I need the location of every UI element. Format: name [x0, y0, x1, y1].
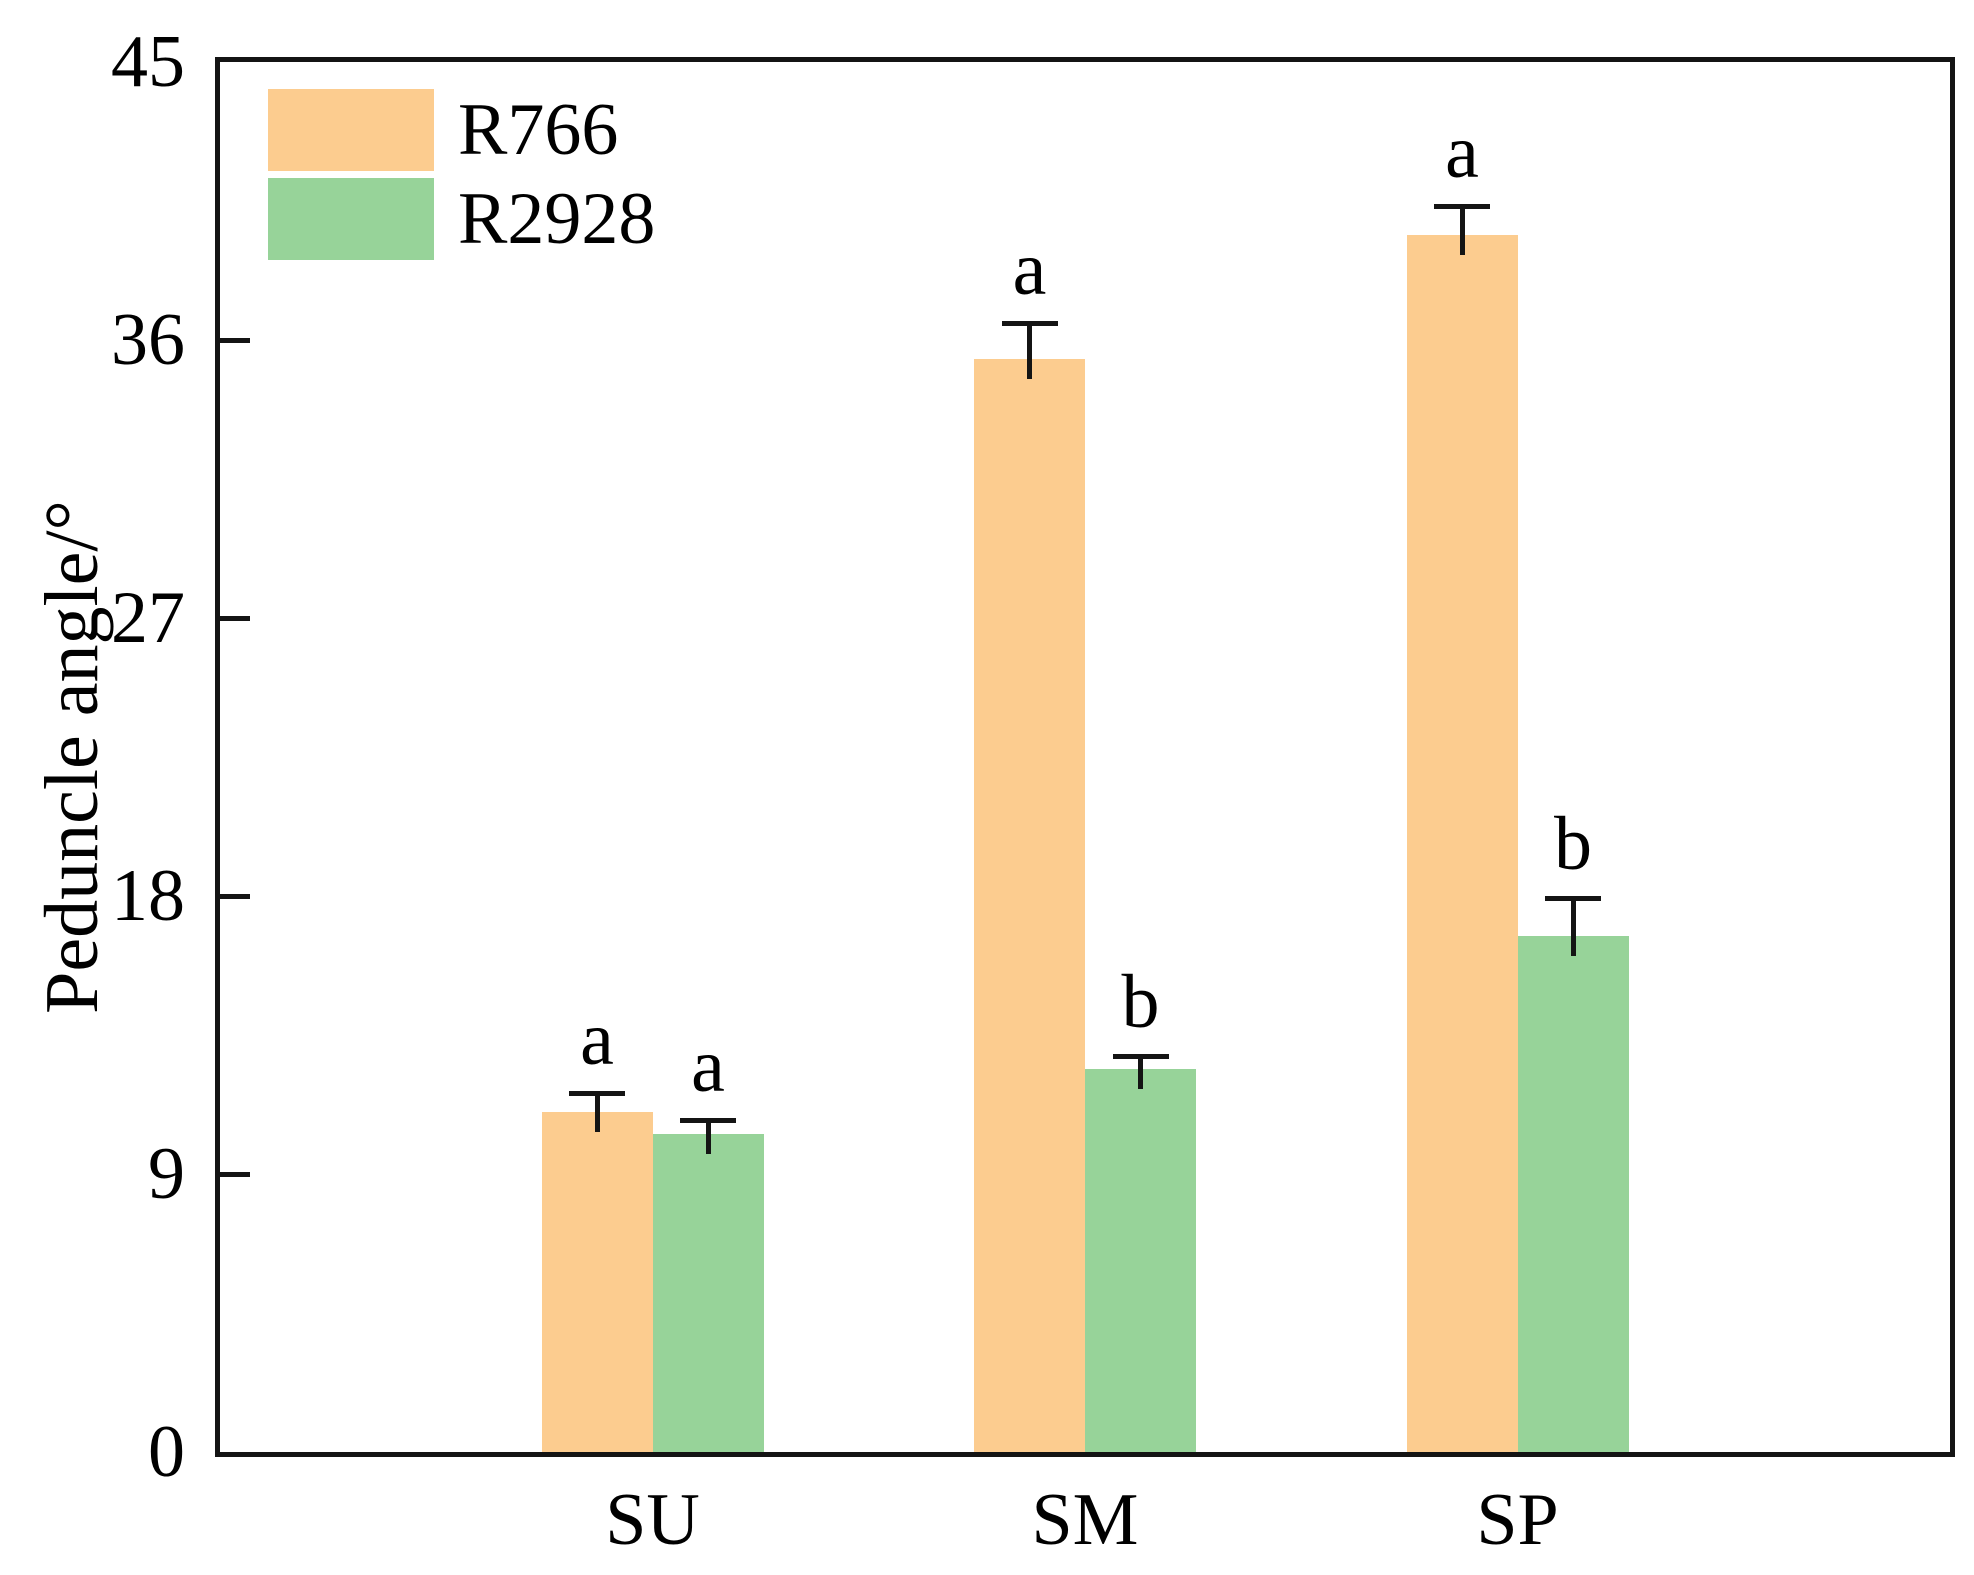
y-tick-label: 27: [111, 577, 185, 659]
plot-area: a a a b a b R766 R2928: [215, 57, 1955, 1457]
y-tick-label: 9: [148, 1133, 185, 1215]
significance-letter: b: [1121, 959, 1160, 1044]
x-tick-label-su: SU: [605, 1479, 700, 1561]
legend-label-r766: R766: [458, 89, 619, 171]
error-bar-stem: [705, 1118, 711, 1154]
y-tick-label: 0: [148, 1411, 185, 1493]
y-tick-label: 18: [111, 855, 185, 937]
bar-r2928-sm: [1085, 1068, 1196, 1452]
error-bar-stem: [594, 1090, 600, 1133]
y-axis-tick: [220, 337, 250, 343]
y-axis-tick: [220, 1171, 250, 1177]
bar-r766-su: [541, 1112, 653, 1452]
error-bar-stem: [1459, 204, 1465, 255]
x-tick-label-sm: SM: [1031, 1479, 1139, 1561]
error-bar-stem: [1570, 896, 1576, 957]
error-bar-stem: [1027, 321, 1032, 379]
error-bar-cap: [680, 1118, 736, 1124]
y-tick-label: 36: [111, 299, 185, 381]
y-tick-label: 45: [111, 21, 185, 103]
bar-r766-sp: [1406, 234, 1518, 1452]
legend-label-r2928: R2928: [458, 178, 656, 260]
y-axis-title: Peduncle angle/°: [30, 500, 114, 1014]
error-bar-cap: [1112, 1053, 1169, 1059]
bar-r2928-su: [652, 1133, 764, 1452]
x-tick-label-sp: SP: [1476, 1479, 1559, 1561]
y-axis-tick: [220, 615, 250, 621]
significance-letter: b: [1554, 802, 1592, 886]
significance-letter: a: [1445, 110, 1479, 195]
bar-r2928-sp: [1517, 936, 1629, 1452]
error-bar-cap: [1545, 896, 1601, 901]
error-bar-cap: [1434, 204, 1490, 210]
error-bar-cap: [1001, 321, 1058, 327]
error-bar-cap: [569, 1090, 625, 1096]
significance-letter: a: [691, 1024, 725, 1109]
error-bar-stem: [1138, 1053, 1143, 1089]
significance-letter: a: [580, 996, 614, 1081]
bar-r766-sm: [974, 358, 1085, 1452]
significance-letter: a: [1012, 227, 1047, 312]
y-axis-tick: [220, 893, 250, 899]
legend-swatch-r766: [268, 89, 434, 171]
legend-swatch-r2928: [268, 178, 434, 260]
